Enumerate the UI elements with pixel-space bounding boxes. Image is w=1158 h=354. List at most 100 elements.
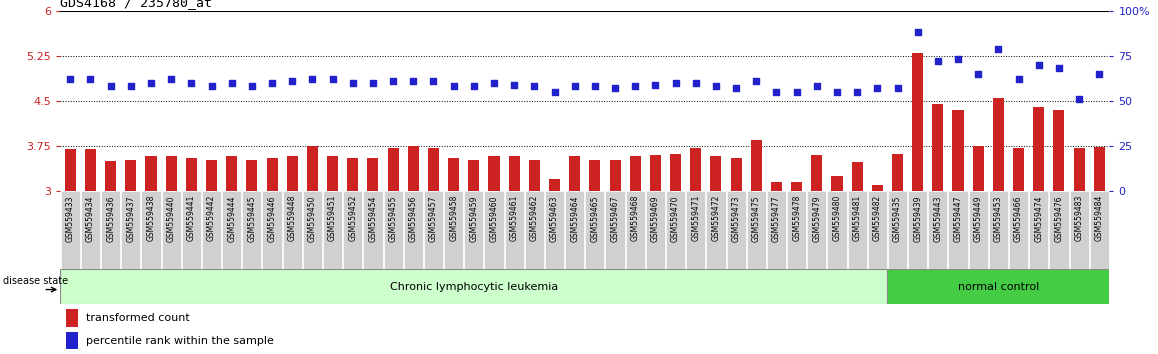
Point bbox=[687, 80, 705, 86]
Bar bbox=[1073, 148, 1085, 191]
Text: GSM559452: GSM559452 bbox=[349, 195, 358, 241]
Bar bbox=[831, 176, 843, 191]
Bar bbox=[625, 191, 645, 269]
Bar bbox=[85, 149, 96, 191]
Point bbox=[908, 29, 926, 35]
Bar bbox=[529, 160, 540, 191]
Bar bbox=[505, 191, 523, 269]
Bar bbox=[367, 158, 379, 191]
Bar bbox=[973, 146, 984, 191]
Point bbox=[61, 76, 80, 82]
Text: GSM559459: GSM559459 bbox=[469, 195, 478, 241]
Point bbox=[102, 84, 120, 89]
Bar bbox=[122, 191, 140, 269]
Bar bbox=[327, 156, 338, 191]
Bar bbox=[1093, 147, 1105, 191]
Bar bbox=[1049, 191, 1069, 269]
Text: GSM559457: GSM559457 bbox=[428, 195, 438, 241]
Bar bbox=[65, 149, 76, 191]
Bar bbox=[929, 191, 947, 269]
Text: GSM559460: GSM559460 bbox=[490, 195, 498, 241]
Text: GSM559461: GSM559461 bbox=[510, 195, 519, 241]
Text: GSM559484: GSM559484 bbox=[1094, 195, 1104, 241]
Text: GSM559449: GSM559449 bbox=[974, 195, 983, 241]
Text: GSM559458: GSM559458 bbox=[449, 195, 459, 241]
Point bbox=[727, 85, 746, 91]
Point bbox=[646, 82, 665, 87]
Bar bbox=[1013, 148, 1024, 191]
Text: GSM559473: GSM559473 bbox=[732, 195, 741, 241]
Bar bbox=[508, 156, 520, 191]
Bar bbox=[1033, 107, 1045, 191]
Point bbox=[141, 80, 160, 86]
Bar bbox=[1009, 191, 1028, 269]
Bar bbox=[404, 191, 423, 269]
Bar bbox=[444, 191, 463, 269]
Point bbox=[969, 71, 988, 77]
Bar bbox=[807, 191, 827, 269]
Bar bbox=[283, 191, 302, 269]
Bar bbox=[307, 146, 318, 191]
Bar bbox=[383, 191, 403, 269]
Text: GSM559465: GSM559465 bbox=[591, 195, 600, 241]
Bar bbox=[992, 98, 1004, 191]
Point bbox=[888, 85, 907, 91]
Bar bbox=[343, 191, 362, 269]
Bar bbox=[565, 191, 585, 269]
Bar bbox=[750, 140, 762, 191]
Bar bbox=[787, 191, 806, 269]
Bar bbox=[650, 155, 661, 191]
Point bbox=[666, 80, 684, 86]
Text: GSM559454: GSM559454 bbox=[368, 195, 378, 241]
Point bbox=[1070, 96, 1089, 102]
Point bbox=[828, 89, 846, 95]
Text: GSM559478: GSM559478 bbox=[792, 195, 801, 241]
Point bbox=[1049, 65, 1068, 71]
Bar bbox=[1090, 191, 1109, 269]
Text: GSM559472: GSM559472 bbox=[711, 195, 720, 241]
Text: GDS4168 / 235780_at: GDS4168 / 235780_at bbox=[60, 0, 212, 10]
Text: GSM559445: GSM559445 bbox=[248, 195, 256, 241]
Bar bbox=[484, 191, 504, 269]
Point bbox=[222, 80, 241, 86]
Bar bbox=[932, 104, 944, 191]
Bar bbox=[101, 191, 120, 269]
Text: GSM559448: GSM559448 bbox=[287, 195, 296, 241]
Bar bbox=[767, 191, 786, 269]
Bar bbox=[908, 191, 928, 269]
Text: GSM559440: GSM559440 bbox=[167, 195, 176, 241]
Text: GSM559433: GSM559433 bbox=[66, 195, 75, 241]
Point bbox=[243, 84, 262, 89]
Bar bbox=[851, 162, 863, 191]
Bar bbox=[1029, 191, 1048, 269]
Point bbox=[383, 78, 402, 84]
Point bbox=[364, 80, 382, 86]
Bar bbox=[247, 160, 257, 191]
Text: GSM559469: GSM559469 bbox=[651, 195, 660, 241]
Bar bbox=[948, 191, 968, 269]
Point bbox=[323, 76, 342, 82]
Bar bbox=[690, 148, 702, 191]
Text: GSM559462: GSM559462 bbox=[530, 195, 538, 241]
Bar bbox=[242, 191, 262, 269]
Bar bbox=[706, 191, 726, 269]
Bar bbox=[646, 191, 665, 269]
Point bbox=[1010, 76, 1028, 82]
Bar bbox=[666, 191, 686, 269]
Bar bbox=[464, 191, 483, 269]
Bar bbox=[303, 191, 322, 269]
Bar bbox=[892, 154, 903, 191]
Text: GSM559470: GSM559470 bbox=[672, 195, 680, 241]
Bar bbox=[630, 156, 640, 191]
Text: GSM559464: GSM559464 bbox=[570, 195, 579, 241]
Point bbox=[404, 78, 423, 84]
Bar bbox=[953, 110, 963, 191]
Bar bbox=[141, 191, 161, 269]
Text: GSM559481: GSM559481 bbox=[852, 195, 862, 241]
Bar bbox=[867, 191, 887, 269]
Bar bbox=[549, 179, 560, 191]
Point bbox=[464, 84, 483, 89]
Bar bbox=[162, 191, 181, 269]
Point bbox=[283, 78, 301, 84]
Bar bbox=[731, 158, 741, 191]
